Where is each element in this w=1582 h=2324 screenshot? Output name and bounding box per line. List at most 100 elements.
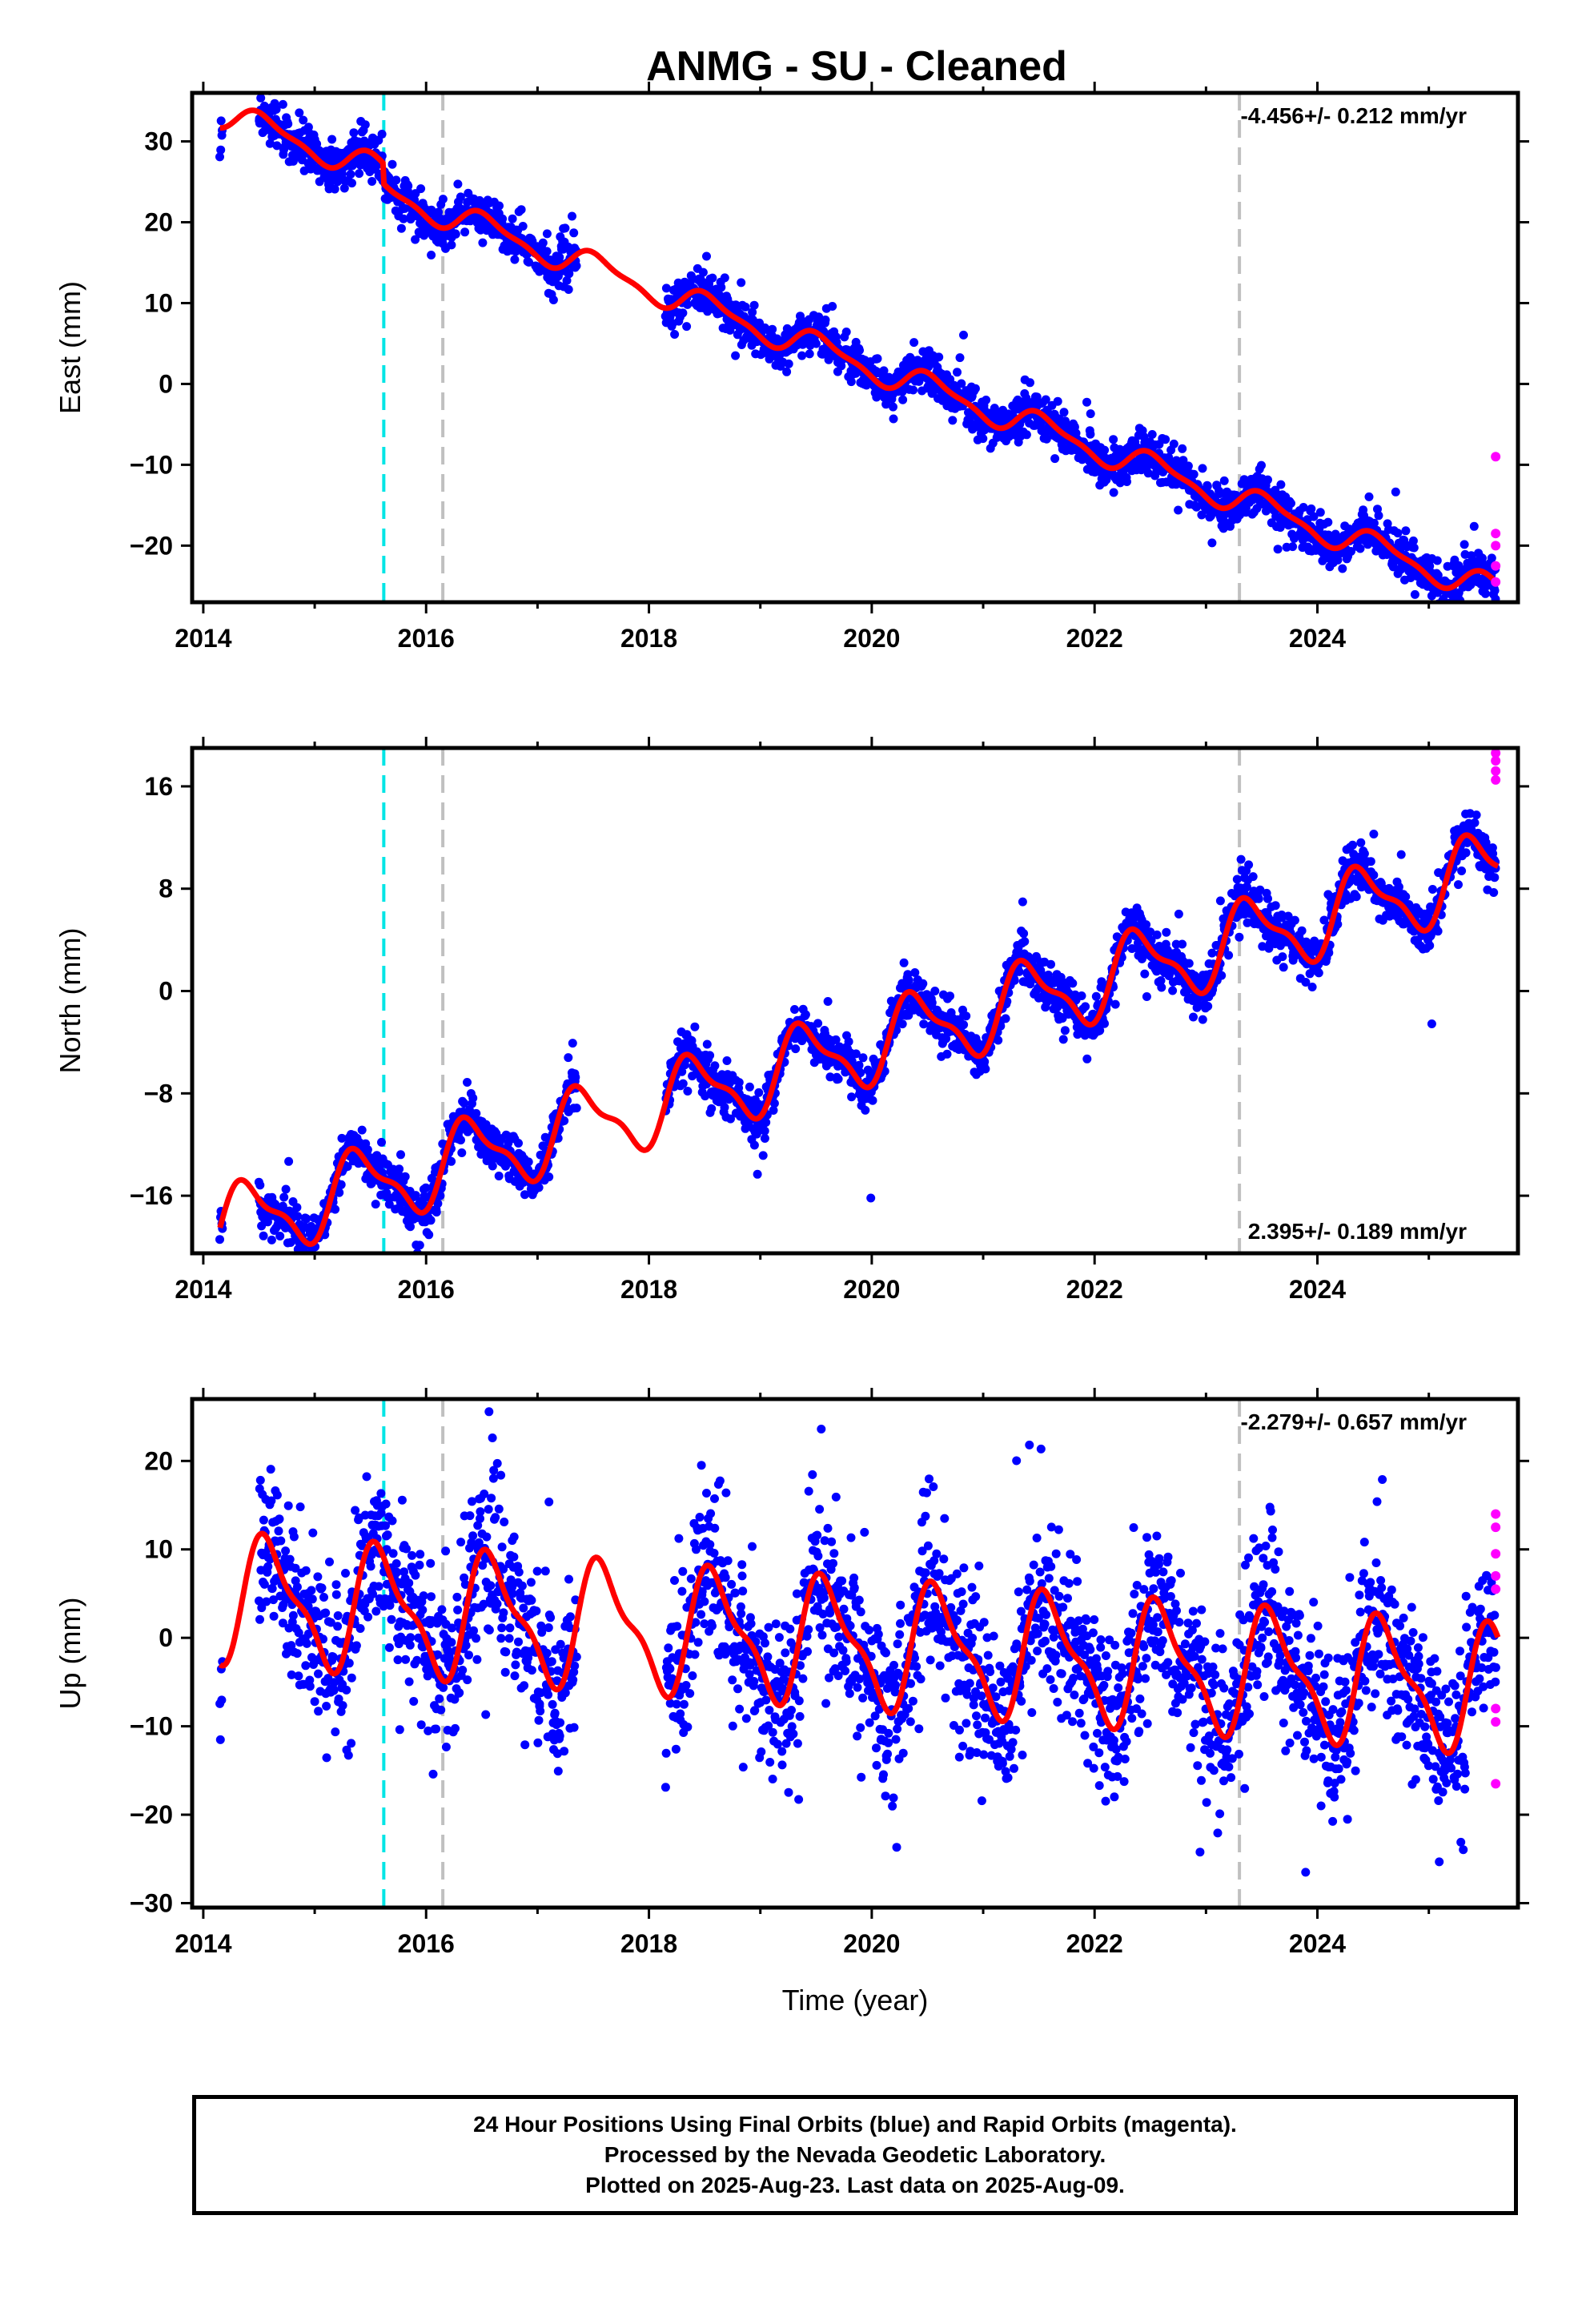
data-point — [1263, 894, 1272, 903]
data-point — [433, 1199, 443, 1208]
data-point — [524, 257, 533, 267]
data-point — [347, 179, 356, 188]
data-point — [957, 379, 966, 388]
data-point — [873, 354, 882, 364]
data-point — [1307, 504, 1316, 513]
data-point — [288, 156, 298, 166]
data-point — [1307, 983, 1317, 991]
data-point — [1082, 397, 1091, 407]
data-point — [1472, 810, 1481, 820]
data-point — [1254, 894, 1263, 903]
data-point — [683, 300, 693, 309]
data-point — [1394, 882, 1403, 891]
data-point — [1086, 429, 1095, 439]
data-point — [858, 1053, 868, 1063]
data-point — [1263, 475, 1272, 485]
data-point — [1207, 538, 1217, 548]
data-point — [514, 1139, 523, 1148]
data-point — [434, 207, 444, 217]
data-point — [1276, 480, 1286, 489]
velocity-rate-label: -4.456+/- 0.212 mm/yr — [1240, 103, 1467, 128]
data-point — [701, 1092, 710, 1101]
model-fit-curve — [219, 107, 1500, 592]
data-point — [1490, 586, 1500, 595]
data-point — [1454, 880, 1463, 890]
data-point — [831, 1035, 841, 1044]
data-point — [702, 1039, 712, 1049]
data-point — [263, 1217, 272, 1227]
data-point — [304, 1260, 313, 1269]
data-point — [1197, 510, 1207, 520]
data-point — [705, 1051, 715, 1060]
data-point — [281, 1184, 291, 1194]
data-point — [661, 283, 671, 293]
data-point — [805, 349, 814, 359]
data-point — [327, 135, 337, 144]
data-point — [1309, 512, 1319, 521]
data-point — [1469, 521, 1479, 531]
data-point — [994, 1035, 1003, 1045]
data-point — [962, 1011, 971, 1021]
data-point — [1391, 487, 1400, 497]
data-point — [1273, 545, 1283, 554]
data-point — [432, 1208, 441, 1217]
x-tick-label: 2020 — [843, 624, 900, 653]
data-point — [339, 183, 349, 193]
data-point — [801, 1010, 810, 1019]
data-point — [1257, 460, 1266, 470]
x-tick-label: 2022 — [1066, 624, 1123, 653]
data-point — [720, 1103, 729, 1112]
y-tick-label: 0 — [159, 369, 173, 398]
data-point — [516, 205, 526, 215]
data-point — [1147, 430, 1157, 439]
data-point — [760, 1134, 769, 1143]
data-point — [946, 991, 954, 1001]
data-point — [737, 278, 746, 287]
rapid-orbit-point — [1491, 452, 1501, 462]
data-point — [1086, 409, 1095, 419]
x-tick-label: 2014 — [175, 624, 231, 653]
data-point — [855, 346, 864, 355]
data-point — [357, 1125, 367, 1135]
data-point — [303, 1257, 311, 1266]
data-point — [1022, 430, 1031, 440]
data-point — [1315, 508, 1325, 517]
data-point — [331, 1204, 340, 1214]
data-point — [927, 998, 937, 1007]
data-point — [1109, 435, 1118, 444]
data-point — [745, 1082, 754, 1092]
data-point — [346, 170, 355, 179]
panels-group: 2014 2016 2018 2020 2022 2024−20−100102030Eas… — [54, 82, 1529, 2016]
data-point — [1235, 932, 1244, 942]
data-point — [1041, 395, 1050, 404]
data-point — [1299, 503, 1308, 512]
data-point — [424, 1230, 434, 1240]
data-point — [1207, 948, 1217, 958]
data-point — [953, 368, 962, 377]
data-point — [1174, 909, 1183, 919]
data-point — [305, 1261, 314, 1269]
data-point — [299, 1257, 308, 1266]
data-point — [1369, 830, 1379, 838]
data-point — [749, 1140, 759, 1150]
data-point — [813, 1019, 823, 1028]
data-point — [1184, 959, 1194, 968]
data-point — [899, 958, 909, 967]
data-point — [1364, 492, 1374, 501]
data-point — [861, 1105, 870, 1115]
data-point — [1058, 1035, 1068, 1044]
data-point — [1355, 544, 1365, 553]
data-point — [982, 396, 991, 404]
data-point — [542, 247, 552, 256]
data-point — [330, 184, 339, 194]
data-point — [271, 105, 281, 114]
data-point — [1219, 476, 1229, 485]
data-point — [1122, 477, 1131, 486]
data-point — [1060, 1026, 1070, 1035]
data-point — [748, 308, 757, 317]
data-point — [934, 352, 944, 362]
data-point — [760, 1126, 769, 1136]
data-point — [918, 979, 928, 988]
data-point — [683, 1087, 693, 1096]
data-point — [1102, 475, 1111, 485]
